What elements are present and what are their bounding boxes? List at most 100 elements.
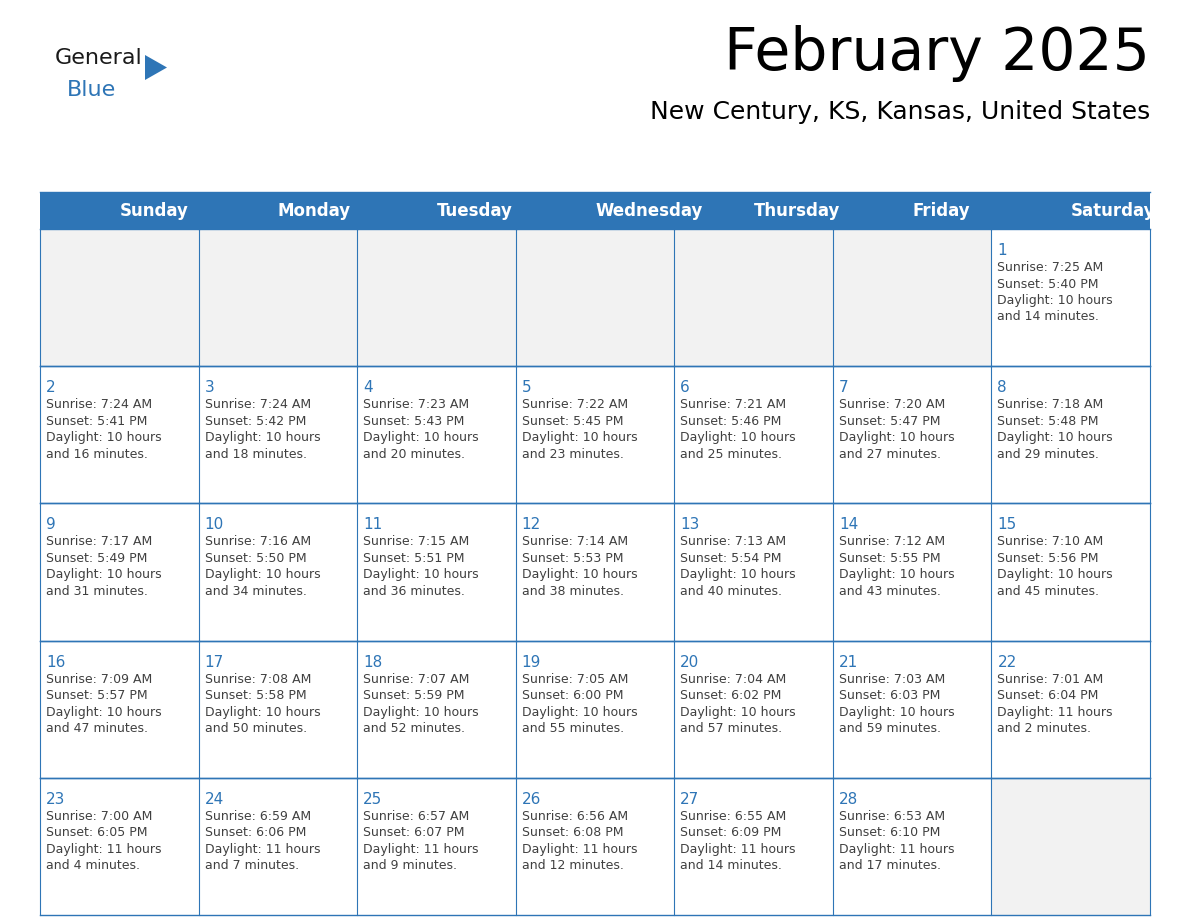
Text: Sunrise: 7:08 AM
Sunset: 5:58 PM
Daylight: 10 hours
and 50 minutes.: Sunrise: 7:08 AM Sunset: 5:58 PM Dayligh… bbox=[204, 673, 321, 735]
Text: 13: 13 bbox=[681, 518, 700, 532]
Text: Sunrise: 6:57 AM
Sunset: 6:07 PM
Daylight: 11 hours
and 9 minutes.: Sunrise: 6:57 AM Sunset: 6:07 PM Dayligh… bbox=[364, 810, 479, 872]
Bar bbox=[833, 503, 992, 641]
Bar bbox=[198, 641, 358, 778]
Bar bbox=[358, 641, 516, 778]
Text: Sunrise: 7:04 AM
Sunset: 6:02 PM
Daylight: 10 hours
and 57 minutes.: Sunrise: 7:04 AM Sunset: 6:02 PM Dayligh… bbox=[681, 673, 796, 735]
Text: Sunrise: 7:16 AM
Sunset: 5:50 PM
Daylight: 10 hours
and 34 minutes.: Sunrise: 7:16 AM Sunset: 5:50 PM Dayligh… bbox=[204, 535, 321, 598]
Bar bbox=[40, 192, 1150, 229]
Text: 4: 4 bbox=[364, 380, 373, 396]
Bar bbox=[358, 778, 516, 915]
Text: 6: 6 bbox=[681, 380, 690, 396]
Bar bbox=[675, 229, 833, 366]
Text: February 2025: February 2025 bbox=[725, 25, 1150, 82]
Bar bbox=[358, 503, 516, 641]
Text: Friday: Friday bbox=[912, 201, 969, 219]
Text: Sunrise: 7:13 AM
Sunset: 5:54 PM
Daylight: 10 hours
and 40 minutes.: Sunrise: 7:13 AM Sunset: 5:54 PM Dayligh… bbox=[681, 535, 796, 598]
Bar bbox=[992, 778, 1150, 915]
Text: 9: 9 bbox=[46, 518, 56, 532]
Bar bbox=[992, 641, 1150, 778]
Text: 17: 17 bbox=[204, 655, 223, 669]
Text: 8: 8 bbox=[998, 380, 1007, 396]
Bar bbox=[198, 503, 358, 641]
Bar bbox=[675, 503, 833, 641]
Text: Sunrise: 7:15 AM
Sunset: 5:51 PM
Daylight: 10 hours
and 36 minutes.: Sunrise: 7:15 AM Sunset: 5:51 PM Dayligh… bbox=[364, 535, 479, 598]
Bar bbox=[40, 503, 198, 641]
Text: General: General bbox=[55, 48, 143, 68]
Text: Sunday: Sunday bbox=[119, 201, 188, 219]
Text: Sunrise: 7:03 AM
Sunset: 6:03 PM
Daylight: 10 hours
and 59 minutes.: Sunrise: 7:03 AM Sunset: 6:03 PM Dayligh… bbox=[839, 673, 954, 735]
Text: Saturday: Saturday bbox=[1070, 201, 1155, 219]
Text: 14: 14 bbox=[839, 518, 858, 532]
Bar bbox=[992, 503, 1150, 641]
Text: Sunrise: 7:07 AM
Sunset: 5:59 PM
Daylight: 10 hours
and 52 minutes.: Sunrise: 7:07 AM Sunset: 5:59 PM Dayligh… bbox=[364, 673, 479, 735]
Text: Sunrise: 7:09 AM
Sunset: 5:57 PM
Daylight: 10 hours
and 47 minutes.: Sunrise: 7:09 AM Sunset: 5:57 PM Dayligh… bbox=[46, 673, 162, 735]
Text: 26: 26 bbox=[522, 792, 541, 807]
Text: 19: 19 bbox=[522, 655, 541, 669]
Text: New Century, KS, Kansas, United States: New Century, KS, Kansas, United States bbox=[650, 100, 1150, 124]
Text: Sunrise: 7:14 AM
Sunset: 5:53 PM
Daylight: 10 hours
and 38 minutes.: Sunrise: 7:14 AM Sunset: 5:53 PM Dayligh… bbox=[522, 535, 637, 598]
Text: Monday: Monday bbox=[278, 201, 350, 219]
Bar bbox=[40, 778, 198, 915]
Bar bbox=[516, 778, 675, 915]
Text: 18: 18 bbox=[364, 655, 383, 669]
Text: 24: 24 bbox=[204, 792, 223, 807]
Text: 22: 22 bbox=[998, 655, 1017, 669]
Bar bbox=[516, 366, 675, 503]
Text: 25: 25 bbox=[364, 792, 383, 807]
Bar bbox=[516, 503, 675, 641]
Bar bbox=[516, 229, 675, 366]
Text: Sunrise: 7:20 AM
Sunset: 5:47 PM
Daylight: 10 hours
and 27 minutes.: Sunrise: 7:20 AM Sunset: 5:47 PM Dayligh… bbox=[839, 398, 954, 461]
Text: Sunrise: 7:18 AM
Sunset: 5:48 PM
Daylight: 10 hours
and 29 minutes.: Sunrise: 7:18 AM Sunset: 5:48 PM Dayligh… bbox=[998, 398, 1113, 461]
Text: Sunrise: 7:17 AM
Sunset: 5:49 PM
Daylight: 10 hours
and 31 minutes.: Sunrise: 7:17 AM Sunset: 5:49 PM Dayligh… bbox=[46, 535, 162, 598]
Bar bbox=[833, 641, 992, 778]
Text: 12: 12 bbox=[522, 518, 541, 532]
Text: Sunrise: 6:59 AM
Sunset: 6:06 PM
Daylight: 11 hours
and 7 minutes.: Sunrise: 6:59 AM Sunset: 6:06 PM Dayligh… bbox=[204, 810, 320, 872]
Text: Sunrise: 6:55 AM
Sunset: 6:09 PM
Daylight: 11 hours
and 14 minutes.: Sunrise: 6:55 AM Sunset: 6:09 PM Dayligh… bbox=[681, 810, 796, 872]
Text: 16: 16 bbox=[46, 655, 65, 669]
Bar bbox=[40, 229, 198, 366]
Text: Sunrise: 7:01 AM
Sunset: 6:04 PM
Daylight: 11 hours
and 2 minutes.: Sunrise: 7:01 AM Sunset: 6:04 PM Dayligh… bbox=[998, 673, 1113, 735]
Bar bbox=[992, 229, 1150, 366]
Text: Wednesday: Wednesday bbox=[595, 201, 702, 219]
Bar bbox=[358, 366, 516, 503]
Text: 15: 15 bbox=[998, 518, 1017, 532]
Bar bbox=[198, 366, 358, 503]
Text: Thursday: Thursday bbox=[753, 201, 840, 219]
Text: Sunrise: 6:53 AM
Sunset: 6:10 PM
Daylight: 11 hours
and 17 minutes.: Sunrise: 6:53 AM Sunset: 6:10 PM Dayligh… bbox=[839, 810, 954, 872]
Bar bbox=[675, 641, 833, 778]
Text: 23: 23 bbox=[46, 792, 65, 807]
Text: 3: 3 bbox=[204, 380, 214, 396]
Bar bbox=[833, 366, 992, 503]
Bar bbox=[198, 778, 358, 915]
Text: 5: 5 bbox=[522, 380, 531, 396]
Text: 27: 27 bbox=[681, 792, 700, 807]
Text: Sunrise: 7:22 AM
Sunset: 5:45 PM
Daylight: 10 hours
and 23 minutes.: Sunrise: 7:22 AM Sunset: 5:45 PM Dayligh… bbox=[522, 398, 637, 461]
Text: Sunrise: 7:25 AM
Sunset: 5:40 PM
Daylight: 10 hours
and 14 minutes.: Sunrise: 7:25 AM Sunset: 5:40 PM Dayligh… bbox=[998, 261, 1113, 323]
Bar bbox=[198, 229, 358, 366]
Text: Sunrise: 7:21 AM
Sunset: 5:46 PM
Daylight: 10 hours
and 25 minutes.: Sunrise: 7:21 AM Sunset: 5:46 PM Dayligh… bbox=[681, 398, 796, 461]
Text: Sunrise: 6:56 AM
Sunset: 6:08 PM
Daylight: 11 hours
and 12 minutes.: Sunrise: 6:56 AM Sunset: 6:08 PM Dayligh… bbox=[522, 810, 637, 872]
Text: Sunrise: 7:05 AM
Sunset: 6:00 PM
Daylight: 10 hours
and 55 minutes.: Sunrise: 7:05 AM Sunset: 6:00 PM Dayligh… bbox=[522, 673, 637, 735]
Bar bbox=[40, 641, 198, 778]
Text: Sunrise: 7:10 AM
Sunset: 5:56 PM
Daylight: 10 hours
and 45 minutes.: Sunrise: 7:10 AM Sunset: 5:56 PM Dayligh… bbox=[998, 535, 1113, 598]
Text: 11: 11 bbox=[364, 518, 383, 532]
Bar bbox=[516, 641, 675, 778]
Text: Sunrise: 7:12 AM
Sunset: 5:55 PM
Daylight: 10 hours
and 43 minutes.: Sunrise: 7:12 AM Sunset: 5:55 PM Dayligh… bbox=[839, 535, 954, 598]
Text: 28: 28 bbox=[839, 792, 858, 807]
Text: 1: 1 bbox=[998, 243, 1007, 258]
Text: Blue: Blue bbox=[67, 80, 116, 100]
Text: Sunrise: 7:24 AM
Sunset: 5:41 PM
Daylight: 10 hours
and 16 minutes.: Sunrise: 7:24 AM Sunset: 5:41 PM Dayligh… bbox=[46, 398, 162, 461]
Text: Tuesday: Tuesday bbox=[436, 201, 512, 219]
Text: Sunrise: 7:23 AM
Sunset: 5:43 PM
Daylight: 10 hours
and 20 minutes.: Sunrise: 7:23 AM Sunset: 5:43 PM Dayligh… bbox=[364, 398, 479, 461]
Text: 2: 2 bbox=[46, 380, 56, 396]
Bar bbox=[992, 366, 1150, 503]
Text: 21: 21 bbox=[839, 655, 858, 669]
Bar bbox=[40, 366, 198, 503]
Bar bbox=[358, 229, 516, 366]
Bar bbox=[675, 366, 833, 503]
Text: 7: 7 bbox=[839, 380, 848, 396]
Text: Sunrise: 7:00 AM
Sunset: 6:05 PM
Daylight: 11 hours
and 4 minutes.: Sunrise: 7:00 AM Sunset: 6:05 PM Dayligh… bbox=[46, 810, 162, 872]
Polygon shape bbox=[145, 55, 168, 80]
Text: 10: 10 bbox=[204, 518, 223, 532]
Text: 20: 20 bbox=[681, 655, 700, 669]
